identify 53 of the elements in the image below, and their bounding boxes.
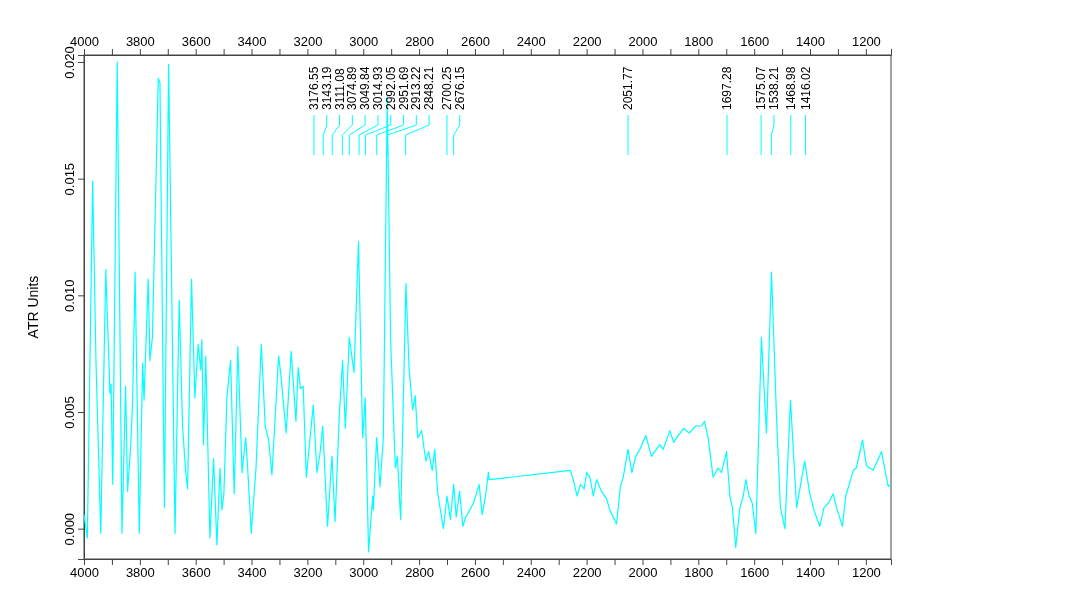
x2-tick-label: 2400	[516, 34, 546, 49]
x-tick-label: 3200	[293, 565, 323, 581]
y-tick-label: 0.005	[62, 396, 77, 429]
annotation: 3014.93	[370, 66, 385, 110]
x-tick-label: 1400	[796, 565, 825, 581]
y-tick-label: 0.020	[62, 46, 77, 79]
y-tick-label: 0.000	[62, 512, 77, 546]
x-tick-label: 1200	[851, 565, 881, 581]
annotation: 2700.25	[439, 66, 454, 110]
y-tick-label: 0.015	[62, 162, 77, 196]
x2-tick-label: 3400	[237, 34, 267, 49]
x-tick-label: 3400	[237, 565, 267, 581]
x-tick-label: 2400	[516, 565, 546, 581]
annotation: 2051.77	[621, 66, 636, 110]
x-tick-label: 1800	[684, 565, 714, 581]
x2-tick-label: 3600	[181, 34, 211, 49]
x-tick-label: 2200	[572, 565, 602, 581]
x-tick-label: 3800	[125, 565, 155, 581]
x2-tick-label: 2200	[572, 34, 602, 49]
y-tick-label: 0.010	[62, 279, 77, 313]
x2-tick-label: 1800	[684, 34, 714, 49]
annotation: 1416.02	[798, 66, 813, 110]
x2-tick-label: 2800	[405, 34, 435, 49]
x-tick-label: 3600	[181, 565, 211, 581]
annotation: 1538.21	[766, 66, 781, 110]
x2-tick-label: 3000	[349, 34, 379, 49]
x-tick-label: 2600	[460, 565, 490, 581]
x2-tick-label: 1200	[851, 34, 881, 49]
x-tick-label: 2000	[628, 565, 658, 581]
annotation: 3176.55	[306, 66, 321, 110]
annotation: 1575.07	[754, 66, 769, 110]
x2-tick-label: 2600	[460, 34, 490, 49]
x2-tick-label: 3200	[293, 34, 323, 49]
annotation: 3111.08	[332, 68, 347, 110]
annotation: 2676.15	[452, 66, 467, 110]
annotation: 3143.19	[319, 66, 334, 110]
x-tick-label: 3000	[349, 565, 379, 581]
annotation: 1468.98	[783, 66, 798, 110]
x2-tick-label: 1400	[796, 34, 825, 49]
x2-tick-label: 1600	[740, 34, 770, 49]
annotation: 3074.89	[345, 66, 360, 110]
annotation: 3049.84	[358, 66, 373, 110]
x-tick-label: 2800	[405, 565, 435, 581]
annotation: 1697.28	[720, 66, 735, 110]
x-tick-label: 1600	[740, 565, 770, 581]
annotation: 2992.05	[383, 66, 398, 110]
annotation: 2951.69	[396, 66, 411, 110]
x2-tick-label: 3800	[125, 34, 155, 49]
annotation: 2913.22	[409, 66, 424, 110]
x2-tick-label: 2000	[628, 34, 658, 49]
x-tick-label: 4000	[70, 565, 99, 581]
y-axis-title: ATR Units	[25, 275, 41, 339]
annotation: 2848.21	[422, 66, 437, 110]
